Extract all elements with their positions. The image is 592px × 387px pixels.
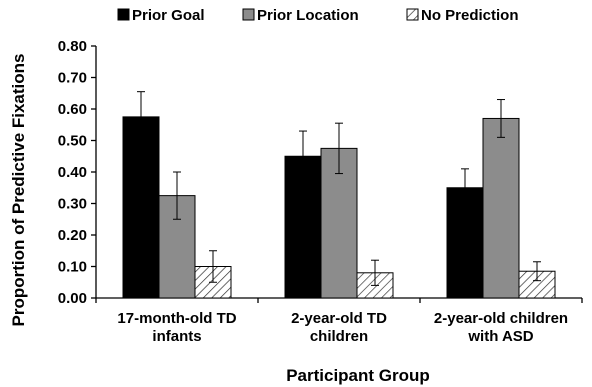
y-tick-label: 0.60 (58, 101, 87, 118)
bar (122, 116, 160, 299)
x-axis-title: Participant Group (286, 366, 430, 385)
legend-label: Prior Goal (132, 7, 205, 24)
legend-swatch (242, 8, 255, 21)
bars (122, 91, 556, 299)
legend-label: Prior Location (257, 7, 359, 24)
legend-swatch (117, 8, 130, 21)
x-category-label: 2-year-old children (434, 310, 568, 327)
x-category-label: children (310, 328, 368, 345)
legend-label: No Prediction (421, 7, 519, 24)
x-category-label: 17-month-old TD (117, 310, 236, 327)
y-tick-label: 0.00 (58, 290, 87, 307)
legend-swatch (406, 8, 419, 21)
x-category-label: infants (152, 328, 201, 345)
y-tick-label: 0.50 (58, 133, 87, 150)
y-tick-label: 0.40 (58, 164, 87, 181)
y-tick-label: 0.80 (58, 38, 87, 55)
x-category-label: with ASD (467, 328, 533, 345)
x-category-label: 2-year-old TD (291, 310, 387, 327)
bar (482, 117, 520, 299)
legend: Prior Goal Prior Location No Prediction (117, 7, 519, 24)
y-tick-label: 0.20 (58, 227, 87, 244)
y-tick-label: 0.70 (58, 70, 87, 87)
y-axis-title: Proportion of Predictive Fixations (9, 54, 28, 327)
y-tick-label: 0.30 (58, 196, 87, 213)
y-tick-label: 0.10 (58, 259, 87, 276)
y-axis: 0.00 0.10 0.20 0.30 0.40 0.50 0.60 0.70 0.80 (58, 38, 97, 307)
